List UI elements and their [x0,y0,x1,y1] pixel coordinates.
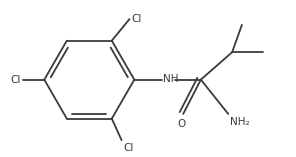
Text: NH: NH [163,74,178,84]
Text: Cl: Cl [131,14,142,24]
Text: NH₂: NH₂ [230,117,250,127]
Text: Cl: Cl [123,143,134,153]
Text: O: O [177,119,185,129]
Text: Cl: Cl [10,75,21,85]
